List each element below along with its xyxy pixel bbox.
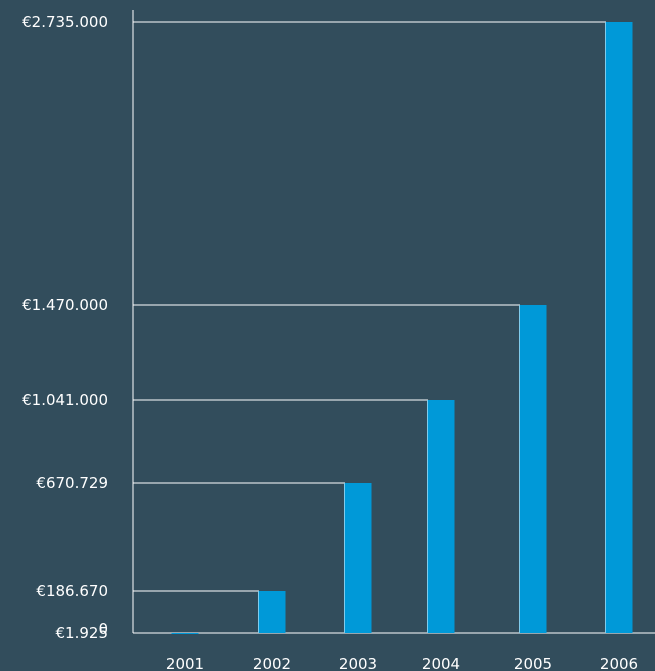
x-tick-label-2004: 2004 <box>422 655 460 671</box>
y-tick-label-2004: €1.041.000 <box>22 391 108 409</box>
bar-2005 <box>519 305 547 633</box>
y-tick-label-zero: 0 <box>98 620 108 638</box>
x-tick-label-2002: 2002 <box>253 655 291 671</box>
y-tick-label-2005: €1.470.000 <box>22 296 108 314</box>
x-tick-label-2005: 2005 <box>514 655 552 671</box>
y-tick-labels: 0 €1.925 €186.670 €670.729 €1.041.000 €1.470… <box>22 13 108 642</box>
x-tick-label-2006: 2006 <box>600 655 638 671</box>
bar-2002 <box>258 591 286 633</box>
y-tick-label-2006: €2.735.000 <box>22 13 108 31</box>
bar-2006 <box>605 22 633 633</box>
x-tick-label-2001: 2001 <box>166 655 204 671</box>
bar-2001 <box>171 633 199 634</box>
x-tick-labels: 2001 2002 2003 2004 2005 2006 <box>166 655 638 671</box>
bars-group <box>171 22 633 634</box>
guide-line-2002 <box>133 590 259 633</box>
guide-line-2003 <box>133 482 345 633</box>
bar-2004 <box>427 400 455 633</box>
y-tick-label-2002: €186.670 <box>36 582 108 600</box>
y-tick-label-2003: €670.729 <box>36 474 108 492</box>
y-tick-label-2001: €1.925 <box>56 624 109 642</box>
x-tick-label-2003: 2003 <box>339 655 377 671</box>
guide-line-2005 <box>133 304 520 633</box>
bar-2003 <box>344 483 372 633</box>
